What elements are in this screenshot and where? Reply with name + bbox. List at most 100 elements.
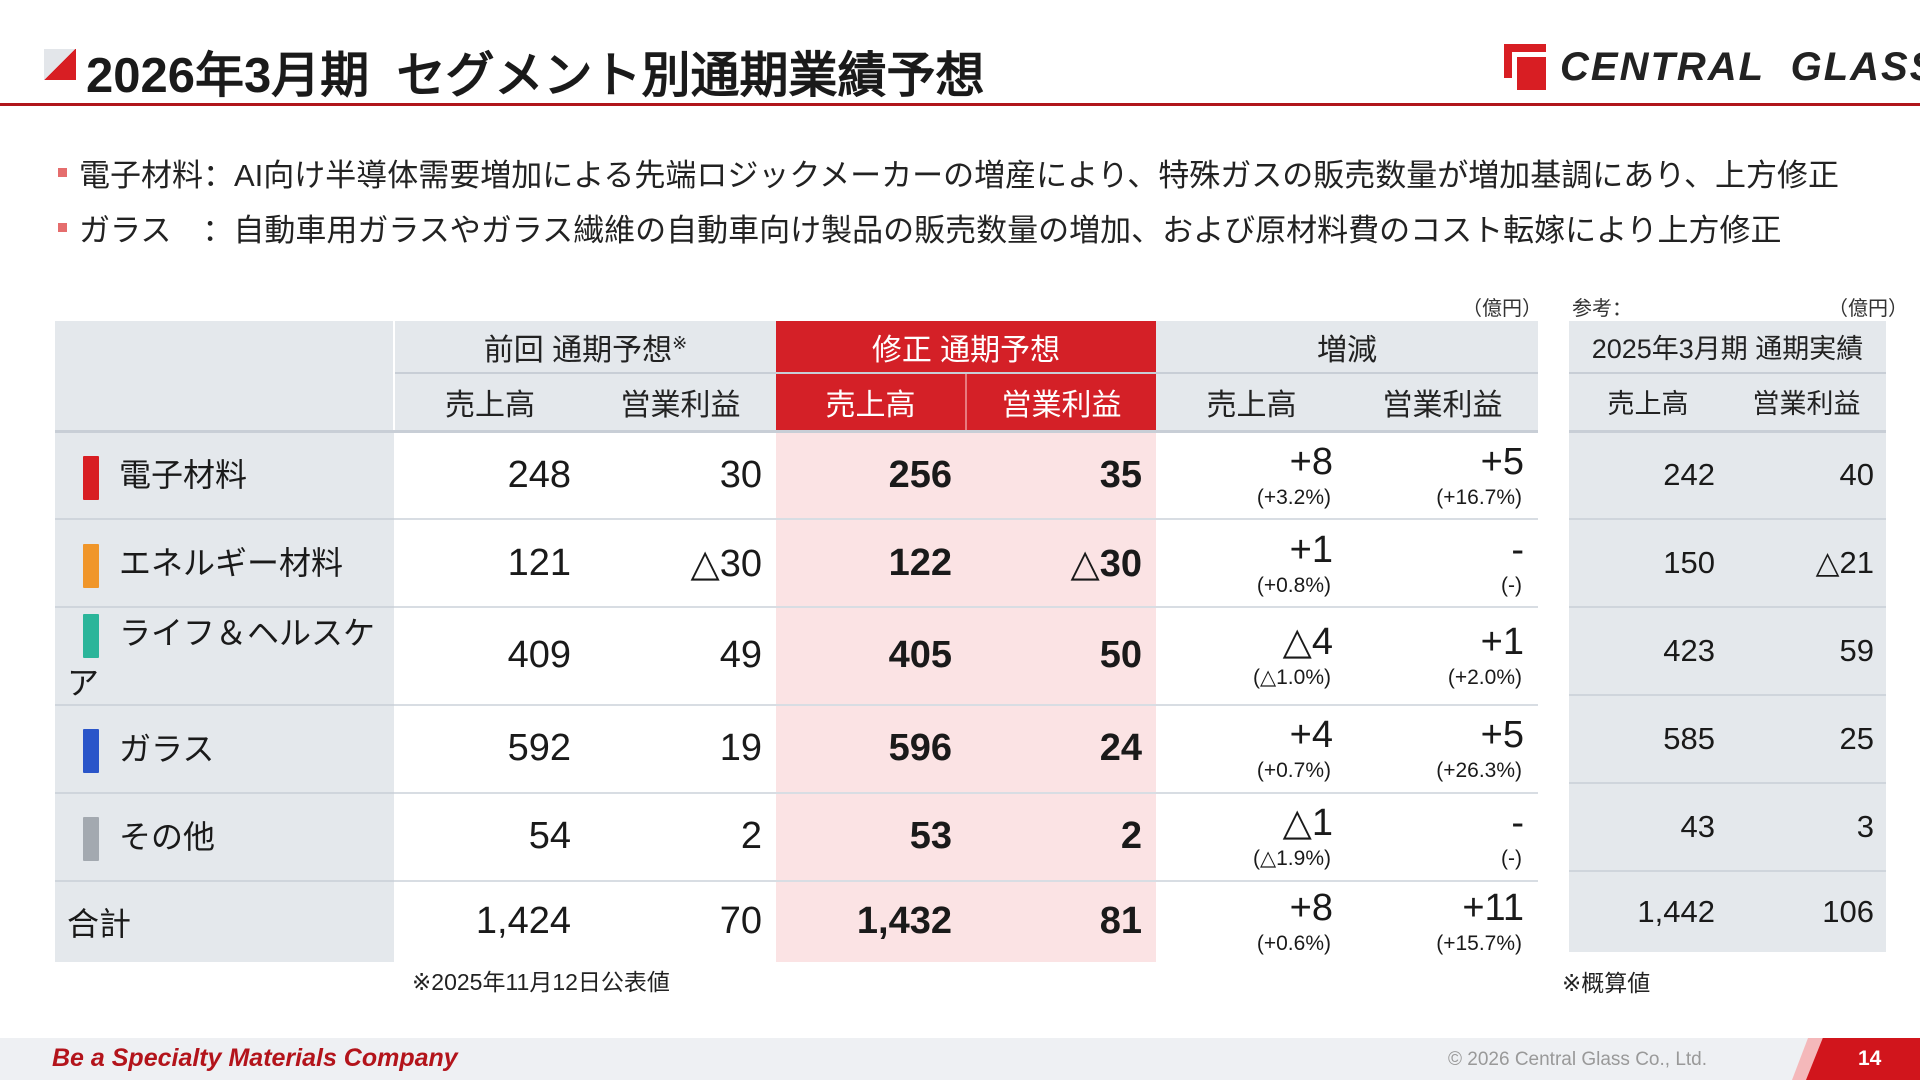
company-logo: CENTRAL GLASS xyxy=(1504,43,1920,91)
bullet-icon xyxy=(58,168,67,177)
new-op: 50 xyxy=(966,607,1156,706)
change-sales: △1 (△1.9%) xyxy=(1156,792,1347,882)
change-op: +1 (+2.0%) xyxy=(1347,607,1538,706)
change-op-header: 営業利益 xyxy=(1347,372,1538,433)
ref-sales: 43 xyxy=(1569,783,1727,872)
ref-op: 106 xyxy=(1727,871,1886,952)
new-sales: 596 xyxy=(776,704,966,794)
new-sales-header: 売上高 xyxy=(776,372,966,433)
ref-row: 150 △21 xyxy=(1569,519,1886,608)
new-sales: 53 xyxy=(776,792,966,882)
bullet-text: 電子材料：AI向け半導体需要増加による先端ロジックメーカーの増産により、特殊ガス… xyxy=(79,158,1840,193)
revised-forecast-header: 修正 通期予想 xyxy=(776,321,1156,373)
ref-unit-label: （億円） xyxy=(1828,298,1908,320)
segment-row: ガラス 592 19 596 24 +4 (+0.7%) +5 (+26.3%) xyxy=(55,704,1538,794)
new-op: △30 xyxy=(966,519,1156,608)
ref-sales: 423 xyxy=(1569,607,1727,696)
prev-op: 2 xyxy=(585,792,776,882)
logo-text: CENTRAL GLASS xyxy=(1560,44,1920,89)
change-sales: +8 (+0.6%) xyxy=(1256,887,1333,956)
segment-row: その他 54 2 53 2 △1 (△1.9%) - (-) xyxy=(55,792,1538,882)
segment-name: 電子材料 xyxy=(55,431,394,520)
ref-row: 423 59 xyxy=(1569,607,1886,696)
segment-name: ガラス xyxy=(55,704,394,794)
ref-op: 25 xyxy=(1727,695,1886,784)
bullet-text: ガラス ：自動車用ガラスやガラス繊維の自動車向け製品の販売数量の増加、および原材… xyxy=(79,213,1782,248)
ref-footnote: ※概算値 xyxy=(1562,970,1651,996)
new-sales: 405 xyxy=(776,607,966,706)
prev-sales: 1,424 xyxy=(475,900,571,943)
ref-row: 43 3 xyxy=(1569,783,1886,872)
prev-sales: 121 xyxy=(394,519,585,608)
change-op: +5 (+26.3%) xyxy=(1347,704,1538,794)
ref-op: △21 xyxy=(1727,519,1886,608)
prev-sales: 54 xyxy=(394,792,585,882)
reference-results-table: 2025年3月期 通期実績 売上高 営業利益 242 40 150 △21 423 59 58… xyxy=(1569,321,1886,952)
bullet-icon xyxy=(58,223,67,232)
new-sales: 256 xyxy=(776,431,966,520)
change-op: +5 (+16.7%) xyxy=(1347,431,1538,520)
ref-label: 参考： xyxy=(1572,298,1632,320)
segment-name: ライフ＆ヘルスケア xyxy=(55,607,394,706)
change-sales: +4 (+0.7%) xyxy=(1156,704,1347,794)
new-sales: 1,432 xyxy=(776,880,966,962)
bullet-glass: ガラス ：自動車用ガラスやガラス繊維の自動車向け製品の販売数量の増加、および原材… xyxy=(58,205,1782,250)
segment-row: 電子材料 248 30 256 35 +8 (+3.2%) +5 (+16.7%) xyxy=(55,431,1538,520)
new-op: 2 xyxy=(966,792,1156,882)
ref-sales-header: 売上高 xyxy=(1569,372,1727,433)
prev-op-header: 営業利益 xyxy=(585,372,776,433)
main-footnote: ※2025年11月12日公表値 xyxy=(412,969,670,995)
prev-op: 19 xyxy=(585,704,776,794)
prev-op: 30 xyxy=(585,431,776,520)
segment-forecast-table: 前回 通期予想※ 修正 通期予想 増減 売上高 営業利益 売上高 営業利益 売上… xyxy=(55,321,1538,962)
prev-sales: 592 xyxy=(394,704,585,794)
segment-color-marker xyxy=(83,817,99,862)
segment-row: エネルギー材料 121 △30 122 △30 +1 (+0.8%) - (-) xyxy=(55,519,1538,608)
footer-bar xyxy=(0,1038,1920,1080)
main-unit-label: （億円） xyxy=(1462,298,1542,320)
change-header: 増減 xyxy=(1156,321,1538,373)
title-mark-icon xyxy=(44,49,76,80)
new-op-header: 営業利益 xyxy=(965,372,1156,433)
segment-color-marker xyxy=(83,613,99,658)
ref-op: 59 xyxy=(1727,607,1886,696)
prev-op: 70 xyxy=(719,900,762,943)
prev-sales-header: 売上高 xyxy=(393,372,585,433)
page-number-badge: 14 xyxy=(1806,1038,1920,1080)
bullet-electronic: 電子材料：AI向け半導体需要増加による先端ロジックメーカーの増産により、特殊ガス… xyxy=(58,150,1839,195)
ref-row: 585 25 xyxy=(1569,695,1886,784)
new-op: 24 xyxy=(966,704,1156,794)
segment-name: 合計 xyxy=(55,880,394,962)
prev-sales: 248 xyxy=(394,431,585,520)
ref-sales: 585 xyxy=(1569,695,1727,784)
change-sales: △4 (△1.0%) xyxy=(1156,607,1347,706)
ref-op-header: 営業利益 xyxy=(1727,372,1886,433)
change-sales-header: 売上高 xyxy=(1156,372,1347,433)
page-number: 14 xyxy=(1858,1047,1882,1070)
segment-color-marker xyxy=(83,456,99,501)
ref-sales: 150 xyxy=(1569,519,1727,608)
logo-mark-icon xyxy=(1504,44,1546,90)
segment-header xyxy=(55,321,394,433)
footer-slogan: Be a Specialty Materials Company xyxy=(52,1044,458,1072)
segment-name: その他 xyxy=(55,792,394,882)
ref-period-header: 2025年3月期 通期実績 xyxy=(1569,321,1886,373)
ref-total-row: 1,442 106 xyxy=(1569,871,1886,952)
change-op: - (-) xyxy=(1347,792,1538,882)
header-divider xyxy=(0,103,1920,106)
total-row: 合計 1,424 70 1,432 81 +8 (+0.6%) +11 (+15.7… xyxy=(55,880,1538,962)
change-sales: +1 (+0.8%) xyxy=(1156,519,1347,608)
change-op: +11 (+15.7%) xyxy=(1436,887,1524,956)
prev-op: △30 xyxy=(585,519,776,608)
prev-op: 49 xyxy=(585,607,776,706)
ref-row: 242 40 xyxy=(1569,431,1886,520)
change-sales: +8 (+3.2%) xyxy=(1156,431,1347,520)
new-sales: 122 xyxy=(776,519,966,608)
new-op: 81 xyxy=(966,880,1156,962)
copyright: © 2026 Central Glass Co., Ltd. xyxy=(1448,1049,1708,1070)
prev-sales: 409 xyxy=(394,607,585,706)
ref-op: 40 xyxy=(1727,431,1886,520)
new-op: 35 xyxy=(966,431,1156,520)
ref-op: 3 xyxy=(1727,783,1886,872)
segment-name: エネルギー材料 xyxy=(55,519,394,608)
